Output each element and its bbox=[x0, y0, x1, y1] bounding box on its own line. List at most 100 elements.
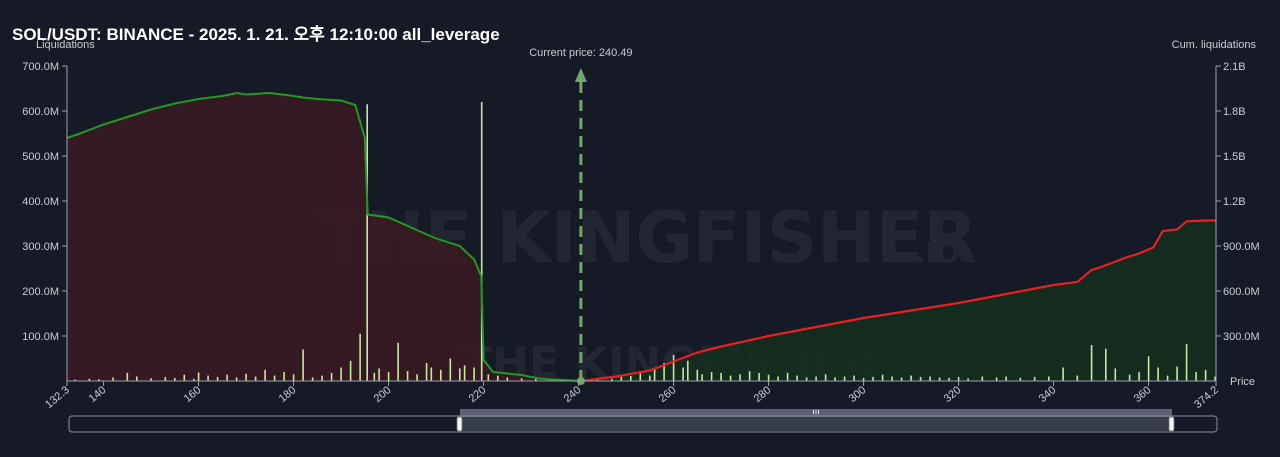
y-right-tick-label: 1.2B bbox=[1223, 196, 1246, 208]
liquidation-bar bbox=[663, 363, 665, 381]
liquidation-bar bbox=[653, 369, 656, 381]
liquidation-bar bbox=[687, 360, 689, 382]
liquidation-bar bbox=[957, 376, 960, 381]
liquidation-bar bbox=[805, 377, 808, 381]
liquidation-bar bbox=[701, 374, 703, 382]
x-tick-label: 140 bbox=[87, 384, 109, 405]
liquidation-bar bbox=[283, 372, 285, 381]
liquidation-bar bbox=[330, 372, 333, 381]
liquidation-bar bbox=[862, 377, 865, 381]
liquidation-bar bbox=[767, 374, 770, 381]
navigator-selection[interactable] bbox=[460, 417, 1172, 431]
liquidation-bar bbox=[378, 368, 380, 381]
liquidation-bar bbox=[682, 367, 684, 381]
liquidation-bar bbox=[853, 375, 855, 381]
liquidation-bar bbox=[459, 368, 461, 381]
x-axis-title: Price bbox=[1230, 376, 1255, 388]
current-price-label: Current price: 240.49 bbox=[529, 47, 632, 59]
x-tick-label: 360 bbox=[1132, 384, 1154, 405]
watermark-suffix-large: .IO bbox=[915, 236, 960, 269]
liquidation-bar bbox=[1147, 356, 1150, 382]
liquidation-bar bbox=[1019, 377, 1022, 381]
y-left-tick-label: 400.0M bbox=[22, 196, 59, 208]
y-left-tick-label: 600.0M bbox=[22, 106, 59, 118]
range-navigator[interactable] bbox=[68, 409, 1218, 433]
liquidation-bar bbox=[834, 377, 836, 381]
liquidation-bar bbox=[1105, 348, 1107, 381]
y-left-tick-label: 200.0M bbox=[22, 286, 59, 298]
liquidation-bar bbox=[1128, 374, 1131, 381]
current-price-marker: Current price: 240.49 bbox=[529, 47, 633, 385]
liquidation-bar bbox=[497, 375, 499, 381]
liquidation-bar bbox=[796, 375, 798, 381]
liquidation-bar bbox=[311, 377, 314, 381]
liquidation-bar bbox=[430, 367, 433, 381]
liquidation-bar bbox=[596, 379, 599, 381]
liquidation-bar bbox=[1076, 375, 1079, 381]
liquidation-bar bbox=[758, 372, 760, 381]
y-right-tick-label: 600.0M bbox=[1223, 286, 1260, 298]
liquidation-bar bbox=[1214, 376, 1216, 381]
liquidation-bar bbox=[1195, 372, 1197, 381]
liquidation-bar bbox=[910, 375, 912, 381]
liquidation-bar bbox=[900, 377, 903, 381]
liquidation-bar bbox=[164, 376, 167, 381]
navigator-track bbox=[68, 415, 1218, 433]
liquidation-bar bbox=[366, 104, 368, 382]
liquidation-bar bbox=[748, 371, 751, 381]
liquidation-bar bbox=[235, 377, 238, 381]
x-tick-label: 200 bbox=[372, 384, 394, 405]
liquidation-bar bbox=[938, 377, 941, 381]
liquidation-bar bbox=[292, 374, 295, 382]
liquidation-bar bbox=[967, 378, 969, 381]
liquidation-bar bbox=[1114, 368, 1117, 381]
liquidation-bar bbox=[1157, 367, 1159, 381]
liquidation-bar bbox=[995, 377, 998, 381]
y-right-tick-label: 1.8B bbox=[1223, 106, 1246, 118]
cumulative-long-line bbox=[66, 91, 581, 382]
x-tick-label: 160 bbox=[182, 384, 204, 405]
liquidation-bar bbox=[197, 372, 200, 381]
liquidation-bar bbox=[1005, 376, 1007, 381]
y-left-tick-label: 300.0M bbox=[22, 241, 59, 253]
x-tick-label: 132.3 bbox=[43, 384, 72, 411]
y-left-tick-label: 500.0M bbox=[22, 151, 59, 163]
x-tick-label: 320 bbox=[942, 384, 964, 405]
liquidation-bar bbox=[611, 378, 613, 382]
liquidation-bar bbox=[1166, 375, 1169, 381]
y-right-tick-label: 1.5B bbox=[1223, 151, 1246, 163]
liquidation-bar bbox=[1185, 344, 1188, 381]
liquidation-bar bbox=[872, 376, 874, 381]
liquidation-bar bbox=[696, 369, 699, 382]
liquidation-bar bbox=[264, 369, 266, 382]
navigator-handle-left[interactable] bbox=[456, 416, 463, 432]
liquidation-bar bbox=[487, 374, 490, 382]
liquidation-bar bbox=[473, 367, 475, 381]
liquidation-bar bbox=[193, 378, 195, 382]
liquidation-bar bbox=[88, 378, 91, 382]
y-left-tick-label: 700.0M bbox=[22, 61, 59, 73]
liquidation-bar bbox=[1138, 372, 1140, 381]
liquidation-bar bbox=[406, 371, 409, 381]
y-right-tick-label: 2.1B bbox=[1223, 61, 1246, 73]
liquidation-bar bbox=[710, 372, 713, 381]
chart-title: SOL/USDT: BINANCE - 2025. 1. 21. 오후 12:1… bbox=[12, 25, 500, 44]
navigator-grip-icon bbox=[813, 410, 819, 414]
liquidation-bar bbox=[440, 369, 442, 382]
navigator-handle-right[interactable] bbox=[1168, 416, 1175, 432]
liquidation-bar bbox=[520, 378, 523, 381]
liquidation-bar bbox=[729, 375, 732, 381]
short-liquidations-fill bbox=[580, 220, 1216, 381]
liquidation-bar bbox=[174, 377, 176, 381]
liquidation-bar bbox=[786, 372, 789, 381]
x-tick-label: 340 bbox=[1037, 384, 1059, 405]
liquidation-bar bbox=[815, 376, 817, 381]
liquidation-bar bbox=[843, 376, 846, 381]
liquidation-bar bbox=[929, 376, 931, 381]
liquidation-bar bbox=[226, 374, 228, 381]
liquidation-bar bbox=[349, 360, 352, 382]
liquidation-bar bbox=[720, 372, 722, 381]
liquidation-bar bbox=[1176, 366, 1178, 381]
liquidation-bar bbox=[207, 375, 209, 381]
liquidation-bar bbox=[150, 378, 152, 381]
